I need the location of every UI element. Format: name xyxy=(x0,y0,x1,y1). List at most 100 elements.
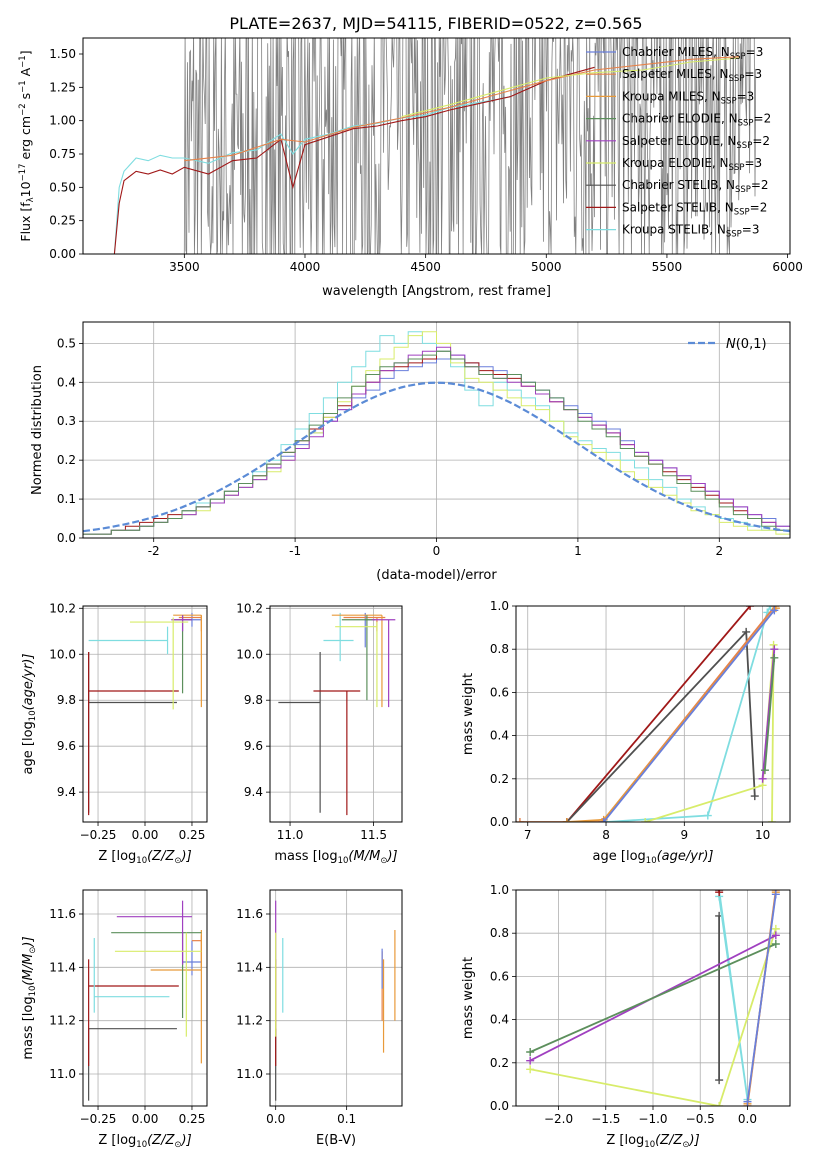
grid-lines xyxy=(270,606,402,822)
x-tick-label: 0.00 xyxy=(132,1112,159,1126)
weight-marker xyxy=(771,890,780,899)
grid-lines xyxy=(83,606,207,822)
y-tick-label: 0.0 xyxy=(57,531,76,545)
y-axis-label: mass weight xyxy=(461,673,476,755)
plot-area xyxy=(516,606,780,822)
x-tick-label: −0.25 xyxy=(80,828,117,842)
y-tick-label: 11.6 xyxy=(49,907,76,921)
weight-line xyxy=(530,928,777,1106)
legend-label: Chabrier MILES, NSSP=3 xyxy=(622,45,763,62)
y-tick-label: 0.0 xyxy=(490,815,509,829)
x-tick-label: -1 xyxy=(289,544,301,558)
x-tick-label: 0.0 xyxy=(266,1112,285,1126)
y-tick-label: 9.6 xyxy=(244,739,263,753)
weight-marker xyxy=(770,653,779,662)
x-tick-label: 11.5 xyxy=(360,828,387,842)
spectrum-panel: 3500 4000 4500 5000 5500 6000 0.00 0.25 0.50 0.75… xyxy=(18,37,803,299)
y-tick-label: 10.0 xyxy=(49,647,76,661)
plot-area xyxy=(113,38,757,254)
y-tick-label: 0.1 xyxy=(57,492,76,506)
y-tick-label: 10.0 xyxy=(236,647,263,661)
y-axis-label: mass weight xyxy=(461,957,476,1039)
z-mass-weight-panel: −2.0 −1.5 −1.0 −0.5 0.0 0.0 0.2 0.4 0.6 0.8 1.0 Z [… xyxy=(461,883,791,1150)
x-tick-label: 4500 xyxy=(410,260,441,274)
x-tick-label: 0.25 xyxy=(179,828,206,842)
y-axis-label: Normed distribution xyxy=(30,365,45,495)
x-tick-label: −0.25 xyxy=(80,1112,117,1126)
x-tick-label: 0 xyxy=(433,544,441,558)
y-tick-label: 9.4 xyxy=(57,785,76,799)
mass-vs-age-panel: 11.0 11.5 9.4 9.6 9.8 10.0 10.2 mass [log10(M/M… xyxy=(236,601,403,866)
y-tick-label: 1.0 xyxy=(490,883,509,897)
y-tick-label: 11.2 xyxy=(236,1014,263,1028)
legend-label: Chabrier STELIB, NSSP=2 xyxy=(622,178,769,195)
weight-marker xyxy=(760,766,769,775)
y-tick-label: 11.4 xyxy=(236,960,263,974)
weight-marker xyxy=(526,1048,535,1056)
legend-label: Kroupa MILES, NSSP=3 xyxy=(622,89,754,106)
plot-area xyxy=(83,331,790,538)
x-tick-label: 11.0 xyxy=(277,828,304,842)
weight-marker xyxy=(526,1056,535,1065)
x-axis-label: Z [log10(Z/Z⊙)] xyxy=(606,1133,699,1150)
y-tick-label: 1.25 xyxy=(49,80,76,94)
legend-label: Salpeter STELIB, NSSP=2 xyxy=(622,200,767,217)
x-tick-label: 5500 xyxy=(652,260,683,274)
weight-marker xyxy=(771,931,780,940)
plot-area xyxy=(278,612,396,816)
weight-marker xyxy=(770,606,779,615)
y-tick-label: 10.2 xyxy=(236,601,263,615)
x-tick-label: 1 xyxy=(574,544,582,558)
figure-title: PLATE=2637, MJD=54115, FIBERID=0522, z=0… xyxy=(229,14,642,33)
residuals-panel: -2 -1 0 1 2 0.0 0.1 0.2 0.3 0.4 0.5 (data-model)/er… xyxy=(30,321,791,583)
axes-frame xyxy=(515,605,791,823)
weight-line xyxy=(764,657,776,771)
y-tick-label: 9.8 xyxy=(244,693,263,707)
weight-line xyxy=(602,609,776,822)
y-tick-label: 11.0 xyxy=(236,1067,263,1081)
model-line xyxy=(113,66,595,254)
x-tick-label: 2 xyxy=(715,544,723,558)
weight-marker xyxy=(742,627,751,636)
weight-marker xyxy=(771,940,780,948)
y-tick-label: 0.3 xyxy=(57,414,76,428)
ebv-vs-mass-panel: 0.0 0.1 11.0 11.2 11.4 11.6 E(B-V) xyxy=(236,889,403,1148)
axes-frame xyxy=(82,605,208,823)
y-tick-label: 9.6 xyxy=(57,739,76,753)
x-axis-label: mass [log10(M/M⊙)] xyxy=(274,849,397,866)
y-tick-label: 0.2 xyxy=(57,453,76,467)
x-tick-label: 7 xyxy=(524,828,532,842)
y-axis-label: mass [log10(M/M⊙)] xyxy=(21,936,38,1059)
age-mass-weight-panel: 7 8 9 10 0.0 0.2 0.4 0.6 0.8 1.0 age [log10(age/yr… xyxy=(461,599,791,866)
y-tick-label: 0.25 xyxy=(49,214,76,228)
gaussian-curve xyxy=(83,381,790,533)
x-tick-label: −0.5 xyxy=(686,1112,715,1126)
weight-marker xyxy=(750,792,759,801)
x-axis-label: (data-model)/error xyxy=(376,568,497,583)
y-tick-label: 9.8 xyxy=(57,693,76,707)
model-line xyxy=(184,56,740,162)
plot-area xyxy=(88,612,202,816)
x-tick-label: 3500 xyxy=(169,260,200,274)
y-tick-label: 9.4 xyxy=(244,785,263,799)
x-tick-label: −1.5 xyxy=(591,1112,620,1126)
x-tick-label: 0.1 xyxy=(337,1112,356,1126)
legend-label: Salpeter MILES, NSSP=3 xyxy=(622,67,762,84)
y-tick-label: 0.0 xyxy=(490,1099,509,1113)
weight-marker xyxy=(715,890,724,897)
axes-frame xyxy=(269,889,403,1107)
weight-marker xyxy=(758,774,767,783)
x-axis-label: wavelength [Angstrom, rest frame] xyxy=(322,284,551,299)
x-tick-label: 8 xyxy=(602,828,610,842)
z-vs-age-panel: −0.25 0.00 0.25 9.4 9.6 9.8 10.0 10.2 Z [log10(Z… xyxy=(21,601,208,866)
y-tick-label: 0.50 xyxy=(49,180,76,194)
x-tick-label: 9 xyxy=(680,828,688,842)
x-axis-label: Z [log10(Z/Z⊙)] xyxy=(98,849,191,866)
y-tick-label: 11.0 xyxy=(49,1067,76,1081)
weight-line xyxy=(519,606,776,822)
x-tick-label: 10 xyxy=(755,828,770,842)
y-tick-label: 11.4 xyxy=(49,960,76,974)
y-tick-label: 1.50 xyxy=(49,47,76,61)
y-tick-label: 0.6 xyxy=(490,969,509,983)
